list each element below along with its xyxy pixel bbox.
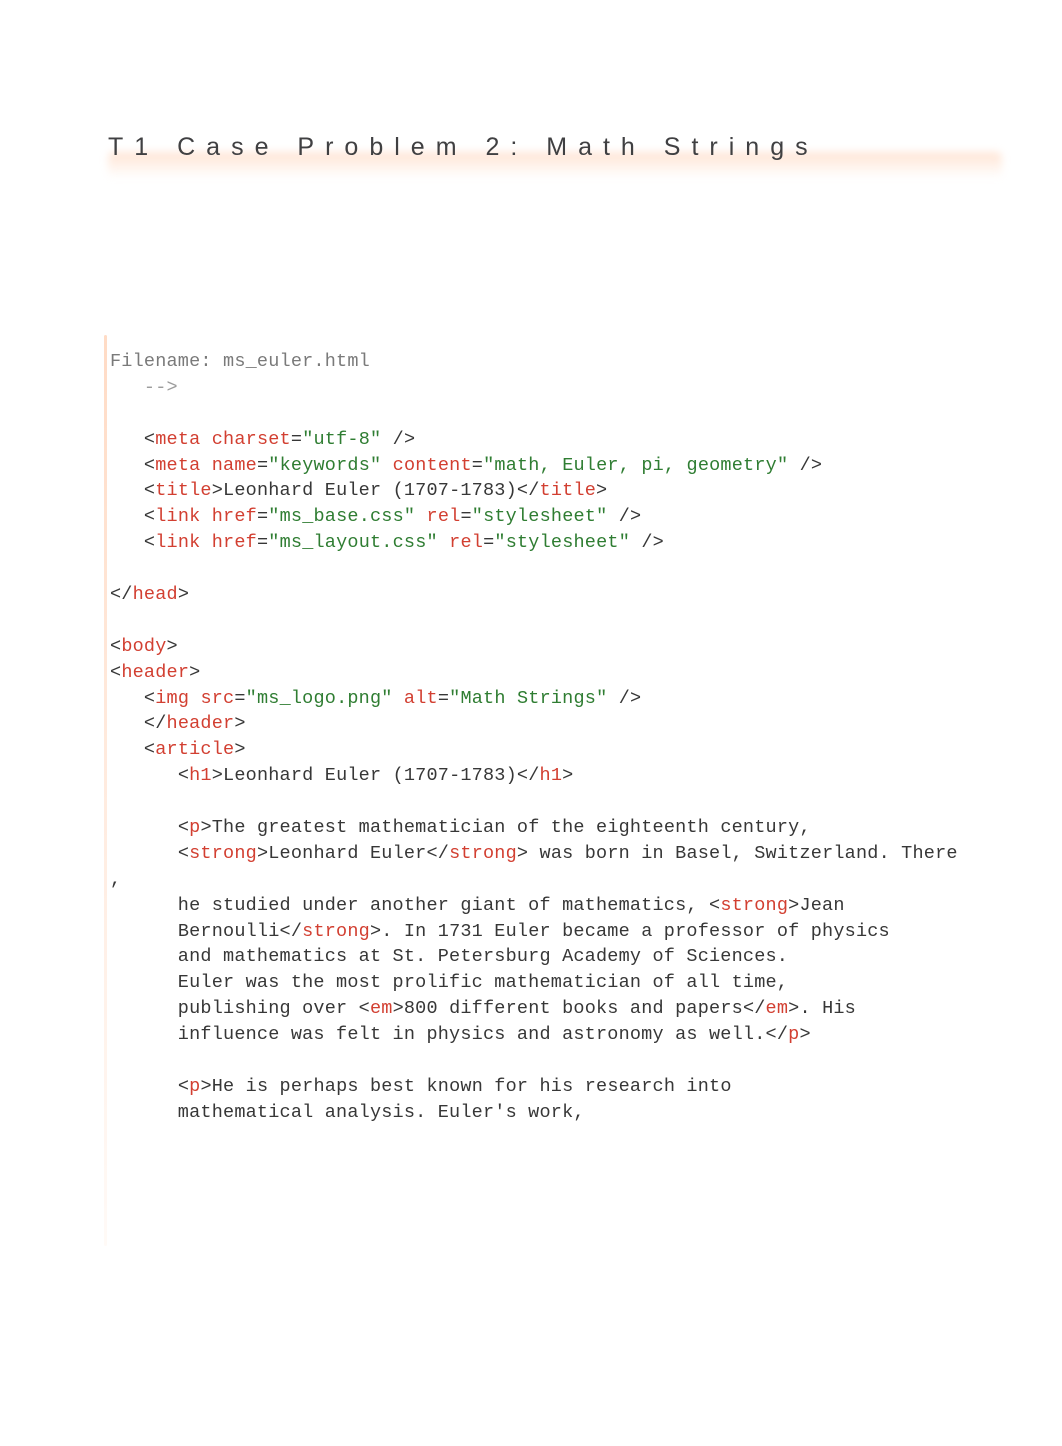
p1-strong2a: Jean	[799, 895, 844, 916]
document-page: T1 Case Problem 2: Math Strings Filename…	[0, 0, 1062, 1446]
p1-line-c: he studied under another giant of mathem…	[110, 895, 709, 916]
p1-line-a: The greatest mathematician of the eighte…	[212, 817, 811, 838]
link2-href: ms_layout.css	[280, 532, 427, 553]
p2-line-b: mathematical analysis. Euler's work,	[110, 1102, 585, 1123]
p1-stray-comma: ,	[110, 869, 121, 890]
img-alt: Math Strings	[460, 688, 596, 709]
img-src: ms_logo.png	[257, 688, 381, 709]
attr-charset: charset	[212, 429, 291, 450]
val-charset: utf-8	[314, 429, 371, 450]
val-keywords-content: math, Euler, pi, geometry	[494, 455, 777, 476]
page-title: T1 Case Problem 2: Math Strings	[108, 130, 1002, 165]
comment-close: -->	[110, 377, 178, 398]
code-listing: Filename: ms_euler.html --> <meta charse…	[104, 335, 1022, 1246]
p1-line-f: Euler was the most prolific mathematicia…	[110, 972, 788, 993]
title-text: Leonhard Euler (1707-1783)	[223, 480, 517, 501]
filename-comment: Filename: ms_euler.html	[110, 351, 370, 372]
h1-text: Leonhard Euler (1707-1783)	[223, 765, 517, 786]
link1-rel: stylesheet	[483, 506, 596, 527]
attr-name: name	[212, 455, 257, 476]
link1-href: ms_base.css	[280, 506, 404, 527]
p1-em: 800 different books and papers	[404, 998, 743, 1019]
p1-strong2b: Bernoulli	[178, 921, 280, 942]
p1-line-d: . In 1731 Euler became a professor of ph…	[381, 921, 890, 942]
p1-line-h: influence was felt in physics and astron…	[110, 1024, 766, 1045]
p1-line-e: and mathematics at St. Petersburg Academ…	[110, 946, 788, 967]
attr-content: content	[393, 455, 472, 476]
p1-line-b: was born in Basel, Switzerland. There	[528, 843, 957, 864]
title-block: T1 Case Problem 2: Math Strings	[108, 130, 1002, 165]
code-pre: Filename: ms_euler.html --> <meta charse…	[110, 349, 1012, 1126]
link2-rel: stylesheet	[506, 532, 619, 553]
p1-strong1: Leonhard Euler	[268, 843, 426, 864]
val-keywords-name: keywords	[280, 455, 370, 476]
p1-line-g-b: . His	[799, 998, 856, 1019]
p2-line-a: He is perhaps best known for his researc…	[212, 1076, 732, 1097]
p1-line-g-a: publishing over	[110, 998, 359, 1019]
